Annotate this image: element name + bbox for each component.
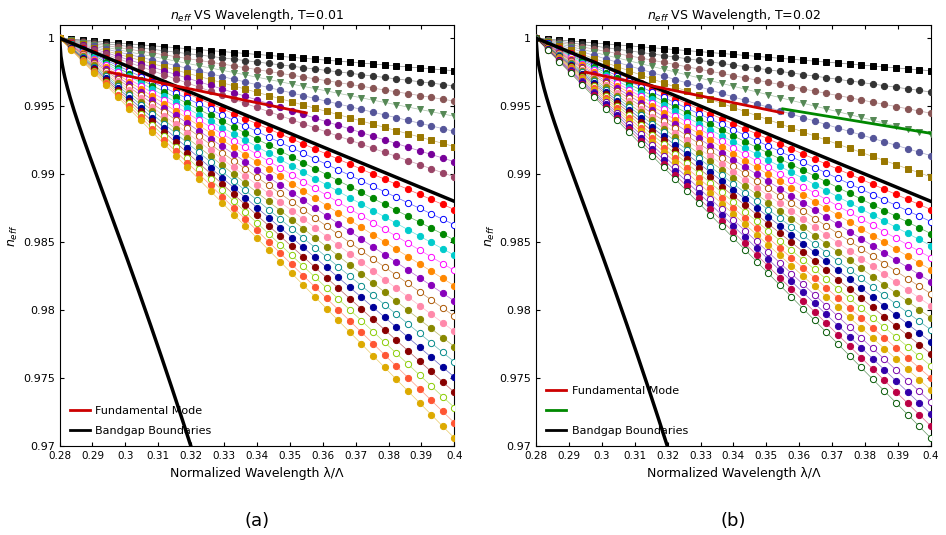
Legend: Fundamental Mode, Bandgap Boundaries: Fundamental Mode, Bandgap Boundaries — [65, 402, 216, 441]
Legend: Fundamental Mode, , Bandgap Boundaries: Fundamental Mode, , Bandgap Boundaries — [542, 382, 692, 441]
Text: (b): (b) — [721, 511, 746, 530]
Y-axis label: $n_{eff}$: $n_{eff}$ — [7, 224, 20, 247]
X-axis label: Normalized Wavelength λ/Λ: Normalized Wavelength λ/Λ — [170, 467, 343, 479]
Title: $n_{eff}$ VS Wavelength, T=0.02: $n_{eff}$ VS Wavelength, T=0.02 — [646, 7, 820, 24]
Title: $n_{eff}$ VS Wavelength, T=0.01: $n_{eff}$ VS Wavelength, T=0.01 — [170, 7, 344, 24]
Text: (a): (a) — [244, 511, 270, 530]
X-axis label: Normalized Wavelength λ/Λ: Normalized Wavelength λ/Λ — [647, 467, 820, 479]
Y-axis label: $n_{eff}$: $n_{eff}$ — [483, 224, 497, 247]
